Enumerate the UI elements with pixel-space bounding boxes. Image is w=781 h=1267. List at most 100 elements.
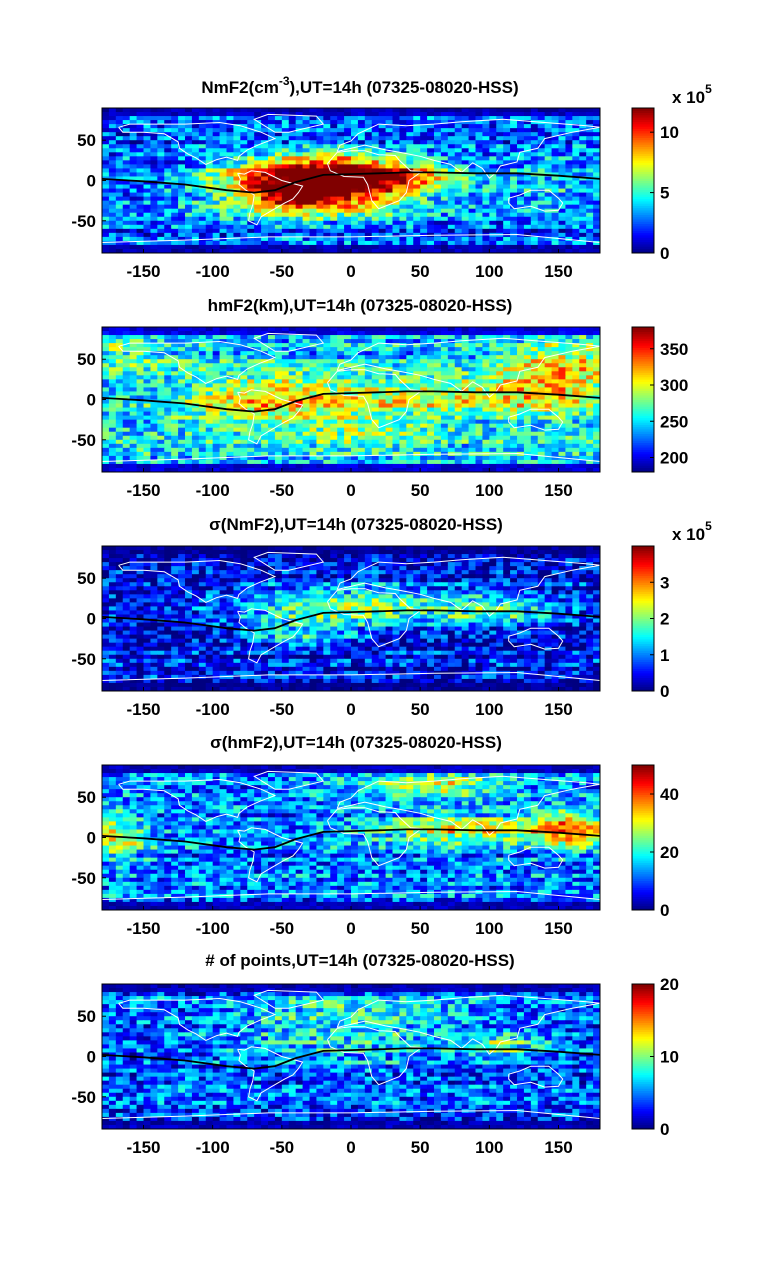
heatmap-cell <box>496 375 504 380</box>
heatmap-cell <box>191 216 200 222</box>
heatmap-cell <box>219 188 227 194</box>
heatmap-cell <box>440 447 449 453</box>
heatmap-cell <box>316 200 324 206</box>
heatmap-cell <box>309 375 317 380</box>
heatmap-cell <box>219 112 227 117</box>
heatmap-cell <box>240 204 248 210</box>
heatmap-cell <box>274 387 283 392</box>
heatmap-cell <box>309 379 317 384</box>
heatmap-cell <box>226 148 234 153</box>
heatmap-cell <box>205 347 214 352</box>
heatmap-cell <box>309 160 317 165</box>
heatmap-cell <box>371 164 380 169</box>
heatmap-cell <box>254 343 262 348</box>
heatmap-cell <box>330 327 338 332</box>
heatmap-cell <box>468 335 476 340</box>
heatmap-cell <box>233 236 241 242</box>
heatmap-cell <box>530 128 539 133</box>
heatmap-cell <box>544 152 553 157</box>
heatmap-cell <box>171 407 179 413</box>
heatmap-cell <box>572 399 580 405</box>
heatmap-cell <box>240 212 248 218</box>
heatmap-cell <box>164 451 172 457</box>
heatmap-cell <box>434 120 442 125</box>
heatmap-cell <box>572 212 580 218</box>
heatmap-cell <box>254 132 262 137</box>
heatmap-cell <box>434 435 442 441</box>
heatmap-cell <box>108 447 117 453</box>
heatmap-cell <box>309 335 317 340</box>
heatmap-cell <box>254 383 262 388</box>
heatmap-cell <box>205 244 214 250</box>
heatmap-cell <box>164 208 172 214</box>
heatmap-cell <box>482 391 490 396</box>
heatmap-cell <box>288 192 297 198</box>
heatmap-cell <box>551 403 559 409</box>
heatmap-cell <box>378 419 387 425</box>
heatmap-cell <box>351 184 359 190</box>
heatmap-cell <box>302 208 310 214</box>
heatmap-cell <box>129 224 138 230</box>
heatmap-cell <box>447 136 456 141</box>
heatmap-cell <box>371 423 380 429</box>
heatmap-cell <box>309 411 317 417</box>
heatmap-cell <box>268 220 276 226</box>
heatmap-cell <box>496 116 504 121</box>
heatmap-cell <box>593 419 601 425</box>
heatmap-cell <box>226 327 234 332</box>
heatmap-cell <box>129 327 138 332</box>
heatmap-cell <box>102 347 110 352</box>
heatmap-cell <box>295 212 304 218</box>
heatmap-cell <box>475 331 483 336</box>
heatmap-cell <box>537 116 546 121</box>
heatmap-cell <box>212 180 221 186</box>
heatmap-cell <box>413 144 421 149</box>
heatmap-cell <box>579 383 587 388</box>
heatmap-cell <box>143 343 151 348</box>
heatmap-cell <box>579 208 587 214</box>
heatmap-cell <box>129 415 138 421</box>
heatmap-cell <box>503 331 511 336</box>
heatmap-cell <box>115 232 124 238</box>
heatmap-cell <box>544 395 553 400</box>
heatmap-cell <box>191 168 200 173</box>
heatmap-cell <box>254 156 262 161</box>
heatmap-cell <box>129 443 138 449</box>
heatmap-cell <box>551 180 559 186</box>
heatmap-cell <box>364 228 373 234</box>
heatmap-cell <box>475 140 483 145</box>
heatmap-cell <box>143 188 151 194</box>
heatmap-cell <box>385 180 393 186</box>
heatmap-cell <box>593 228 601 234</box>
heatmap-cell <box>364 204 373 210</box>
heatmap-cell <box>468 403 476 409</box>
heatmap-cell <box>565 371 573 376</box>
heatmap-cell <box>295 403 304 409</box>
heatmap-cell <box>309 108 317 113</box>
heatmap-cell <box>240 248 248 254</box>
heatmap-cell <box>371 184 380 190</box>
heatmap-cell <box>593 383 601 388</box>
heatmap-cell <box>357 363 366 368</box>
heatmap-cell <box>593 184 601 190</box>
heatmap-cell <box>503 120 511 125</box>
heatmap-cell <box>537 200 546 206</box>
heatmap-cell <box>108 236 117 242</box>
heatmap-cell <box>191 156 200 161</box>
heatmap-cell <box>357 160 366 165</box>
heatmap-cell <box>240 244 248 250</box>
heatmap-cell <box>572 136 580 141</box>
heatmap-cell <box>586 128 594 133</box>
heatmap-cell <box>579 232 587 238</box>
heatmap-cell <box>302 339 310 344</box>
heatmap-cell <box>233 423 241 429</box>
heatmap-cell <box>288 367 297 372</box>
heatmap-cell <box>102 379 110 384</box>
heatmap-cell <box>586 391 594 396</box>
heatmap-cell <box>551 200 559 206</box>
heatmap-cell <box>357 188 366 194</box>
heatmap-cell <box>461 423 470 429</box>
heatmap-cell <box>178 208 186 214</box>
heatmap-cell <box>212 128 221 133</box>
heatmap-cell <box>226 144 234 149</box>
